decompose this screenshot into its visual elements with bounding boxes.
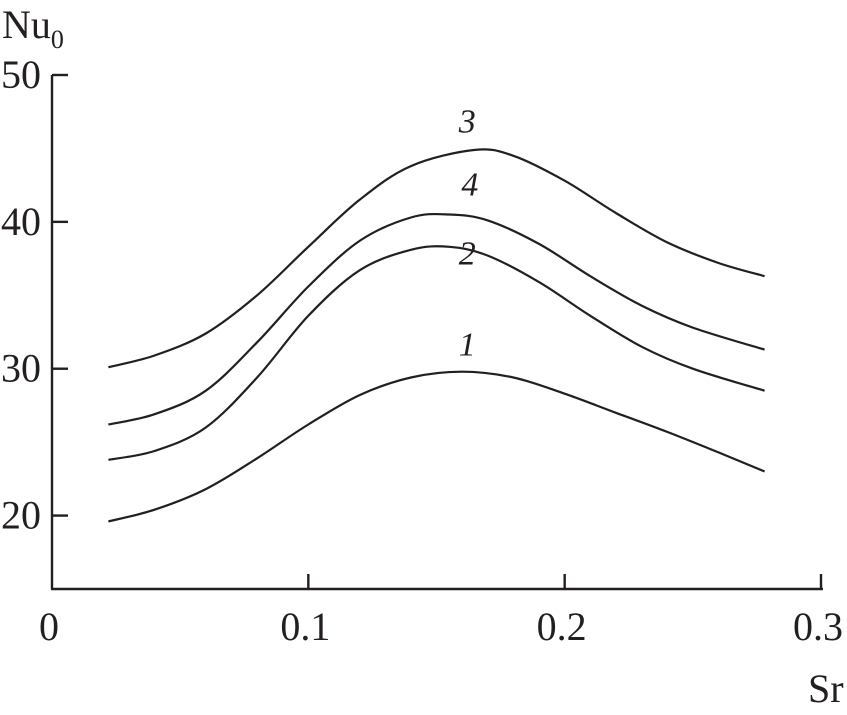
series-line-3	[108, 148, 765, 369]
y-tick-label: 50	[1, 52, 41, 97]
x-tick-label: 0.2	[537, 604, 587, 649]
x-tick-label: 0.1	[280, 604, 330, 649]
y-axis-title-main: Nu	[2, 2, 51, 47]
y-tick-label: 40	[1, 199, 41, 244]
series-line-2	[108, 245, 765, 461]
curve-label-2: 2	[459, 235, 476, 272]
y-axis-title-subscript: 0	[51, 25, 64, 54]
y-tick-label: 30	[1, 346, 41, 391]
series-group	[108, 148, 766, 523]
curve-label-3: 3	[458, 103, 476, 140]
curve-labels-group: 3 4 2 1	[458, 103, 479, 363]
curve-label-4: 4	[461, 166, 478, 203]
y-tick-label: 20	[1, 493, 41, 538]
ticks-group: 20 30 40 50 0 0.1 0.2 0.3	[1, 52, 843, 649]
x-tick-label: 0.3	[793, 604, 843, 649]
series-line-1	[108, 370, 766, 523]
x-tick-label: 0	[39, 604, 59, 649]
curve-label-1: 1	[459, 326, 476, 363]
series-line-4	[108, 212, 765, 426]
x-axis-title: Sr	[808, 666, 844, 711]
y-axis-title: Nu0	[2, 2, 64, 54]
